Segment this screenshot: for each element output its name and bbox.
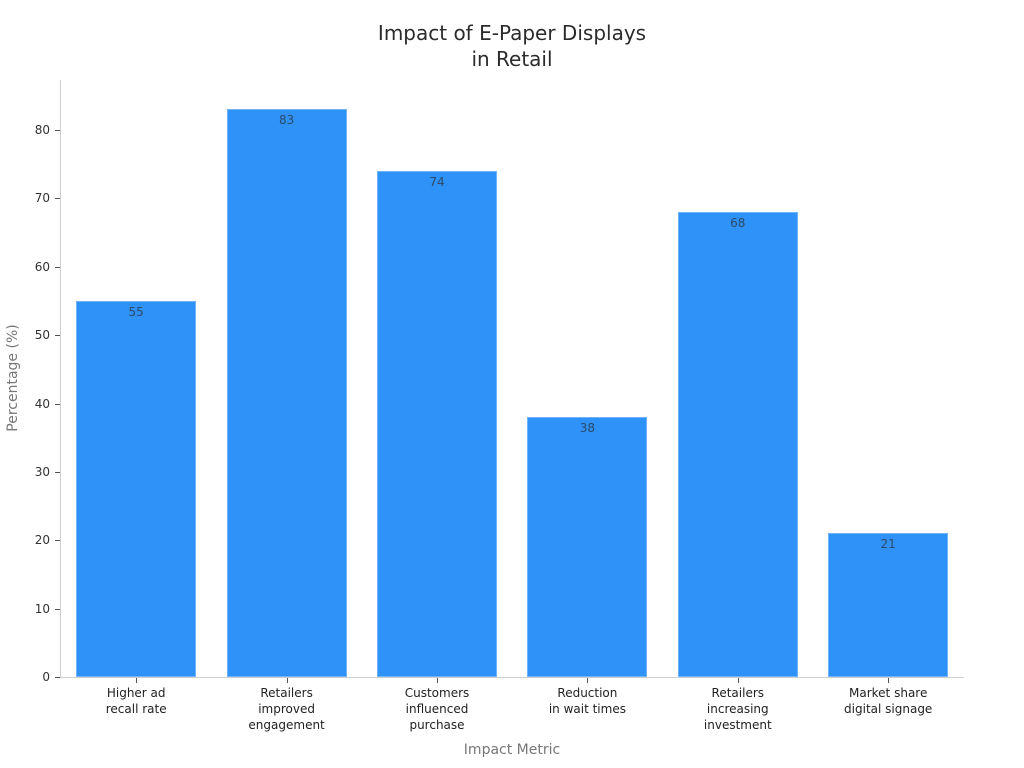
y-tick-label: 80 bbox=[34, 123, 50, 137]
x-tick-label: Reduction in wait times bbox=[548, 686, 626, 716]
y-tick-mark bbox=[55, 608, 60, 610]
x-tick-label: Customers influenced purchase bbox=[404, 686, 470, 732]
y-tick-label: 60 bbox=[34, 259, 50, 274]
x-tick-mark bbox=[737, 678, 739, 683]
y-tick: 40 bbox=[0, 397, 60, 418]
y-tick: 50 bbox=[0, 328, 60, 349]
y-axis-line bbox=[60, 80, 61, 678]
bar: 38 bbox=[527, 417, 648, 677]
y-tick-mark bbox=[55, 198, 60, 200]
bar: 74 bbox=[377, 171, 497, 677]
x-tick-label: Higher ad recall rate bbox=[105, 686, 167, 716]
bar-value-label: 83 bbox=[278, 113, 295, 128]
bar-value-label: 21 bbox=[880, 537, 896, 552]
y-tick-label: 10 bbox=[34, 601, 50, 616]
bar-value-label: 68 bbox=[730, 216, 746, 231]
chart-title: Impact of E-Paper Displays in Retail bbox=[0, 20, 1024, 72]
y-tick: 30 bbox=[0, 465, 60, 486]
bar: 83 bbox=[226, 109, 347, 677]
x-tick-mark bbox=[286, 678, 288, 683]
y-tick-label: 20 bbox=[34, 533, 50, 548]
x-tick-mark bbox=[437, 678, 438, 683]
y-tick-label: 50 bbox=[34, 328, 50, 343]
y-tick-mark bbox=[55, 130, 60, 131]
y-tick-mark bbox=[55, 677, 60, 678]
y-tick: 80 bbox=[0, 123, 60, 144]
x-tick-label: Market share digital signage bbox=[844, 686, 933, 716]
x-tick-mark bbox=[587, 678, 589, 683]
y-tick-mark bbox=[55, 266, 60, 268]
y-tick-label: 0 bbox=[42, 670, 50, 684]
y-tick: 20 bbox=[0, 533, 60, 554]
y-tick: 60 bbox=[0, 260, 60, 281]
y-tick-label: 70 bbox=[34, 191, 50, 206]
y-tick-label: 30 bbox=[34, 464, 50, 479]
bar-value-label: 55 bbox=[128, 304, 144, 319]
chart-title-line-1: Impact of E-Paper Displays bbox=[377, 21, 647, 45]
y-tick-mark bbox=[55, 335, 60, 337]
x-tick-label: Retailers improved engagement bbox=[248, 686, 325, 732]
y-tick-mark bbox=[55, 471, 60, 473]
y-tick: 0 bbox=[0, 670, 60, 691]
x-axis-title: Impact Metric bbox=[463, 742, 561, 758]
y-tick-label: 40 bbox=[34, 396, 50, 411]
bar-value-label: 38 bbox=[579, 421, 596, 436]
bar: 68 bbox=[677, 212, 798, 677]
x-axis-line bbox=[60, 677, 964, 678]
bar: 55 bbox=[76, 300, 197, 677]
y-tick-mark bbox=[55, 540, 60, 542]
bar: 21 bbox=[828, 533, 949, 677]
chart-title-line-2: in Retail bbox=[471, 47, 553, 71]
y-tick: 70 bbox=[0, 191, 60, 212]
x-tick-label: Retailers increasing investment bbox=[703, 686, 772, 732]
bar-value-label: 74 bbox=[429, 175, 445, 190]
x-tick-mark bbox=[136, 678, 138, 683]
y-axis-title: Percentage (%) bbox=[5, 324, 21, 432]
y-tick-mark bbox=[55, 403, 60, 405]
y-tick: 10 bbox=[0, 602, 60, 623]
x-tick-mark bbox=[888, 678, 890, 683]
